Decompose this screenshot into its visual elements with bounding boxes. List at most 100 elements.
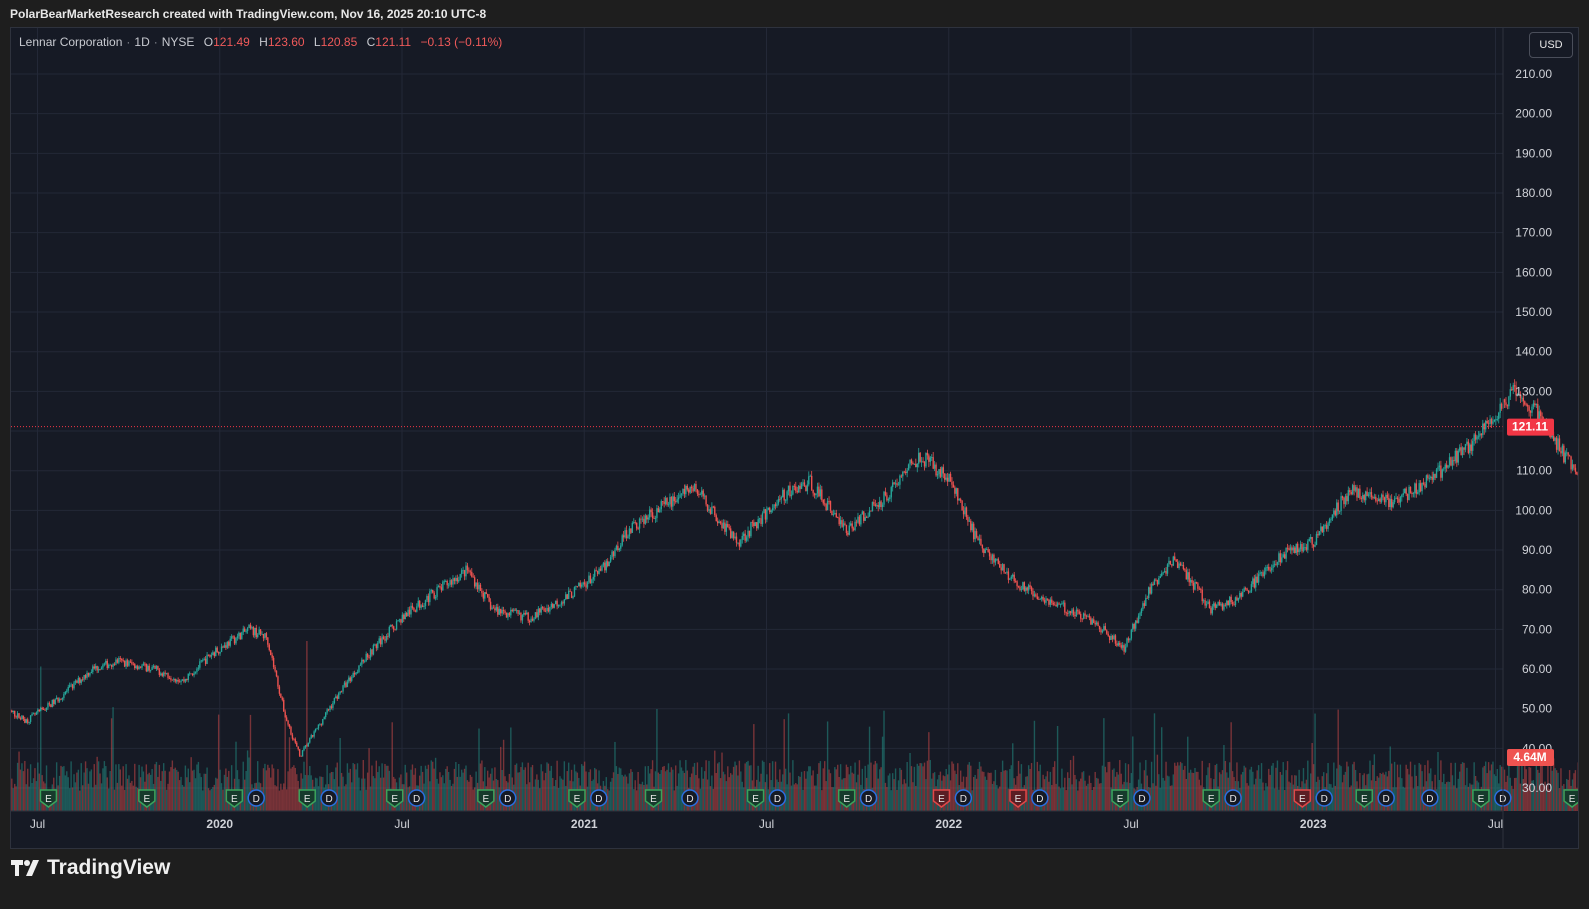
price-chart[interactable]: EEEDEDEDEDEDEDEDEDEDEDEDEDEDEDDEDEDEDEDE… — [11, 28, 1578, 848]
volume-bar — [737, 775, 739, 811]
volume-bar — [1198, 779, 1201, 811]
dividend-marker[interactable] — [681, 789, 699, 807]
candle-body — [80, 679, 82, 683]
candle-body — [1541, 416, 1543, 419]
candle-body — [1201, 589, 1203, 602]
dividend-marker[interactable] — [320, 789, 338, 807]
candle-body — [382, 636, 385, 640]
candle-body — [45, 707, 48, 711]
candle-body — [1048, 599, 1050, 605]
candle-body — [683, 488, 686, 495]
dividend-marker[interactable] — [498, 789, 517, 807]
volume-bar — [971, 790, 973, 811]
volume-bar — [1538, 772, 1540, 811]
dividend-marker[interactable] — [590, 789, 608, 807]
volume-bar — [497, 780, 499, 811]
candle-body — [731, 531, 733, 538]
candle-body — [932, 457, 934, 469]
candle-body — [1114, 635, 1117, 644]
earnings-marker[interactable] — [225, 789, 244, 808]
volume-bar — [745, 761, 748, 811]
candle-body — [1078, 611, 1080, 614]
candle-body — [702, 490, 704, 497]
candle-body — [322, 719, 324, 725]
candle-body — [1158, 578, 1160, 585]
chart-panel[interactable]: EEEDEDEDEDEDEDEDEDEDEDEDEDEDEDDEDEDEDEDE… — [10, 27, 1579, 849]
candle-body — [815, 493, 817, 496]
volume-bar — [1337, 709, 1339, 811]
volume-bar — [701, 767, 703, 811]
candle-body — [1325, 525, 1328, 529]
candle-body — [1169, 560, 1172, 565]
candle-body — [32, 713, 35, 715]
candle-body — [1192, 582, 1195, 590]
volume-bar — [1279, 772, 1282, 811]
earnings-marker[interactable] — [298, 789, 316, 808]
volume-bar — [336, 762, 338, 811]
candle-body — [1210, 607, 1212, 614]
candle-body — [1252, 578, 1254, 585]
dividend-marker[interactable] — [247, 789, 265, 807]
earnings-marker[interactable] — [477, 789, 495, 808]
dividend-marker[interactable] — [768, 789, 787, 807]
candle-body — [1344, 496, 1347, 505]
volume-bar — [70, 761, 72, 811]
candle-body — [216, 647, 218, 653]
volume-bar — [429, 781, 431, 811]
volume-bar — [708, 760, 710, 811]
earnings-marker[interactable] — [932, 789, 951, 808]
earnings-marker[interactable] — [138, 789, 156, 808]
dividend-marker[interactable] — [859, 789, 878, 807]
volume-bar — [916, 763, 918, 811]
volume-bar — [669, 772, 671, 811]
candle-body — [578, 582, 580, 587]
earnings-marker[interactable] — [644, 789, 663, 808]
candle-body — [447, 584, 450, 586]
candle-body — [638, 518, 641, 529]
candle-body — [896, 483, 898, 486]
candle-body — [1014, 581, 1017, 582]
volume-bar — [1163, 780, 1166, 811]
candle-body — [388, 626, 391, 637]
volume-bar — [520, 767, 522, 811]
volume-bar — [1150, 761, 1153, 811]
candle-body — [366, 653, 369, 658]
earnings-marker[interactable] — [837, 789, 856, 808]
candle-body — [1409, 486, 1412, 493]
earnings-marker[interactable] — [746, 789, 765, 808]
volume-bar — [675, 765, 677, 811]
candle-body — [829, 501, 832, 511]
candle-body — [609, 557, 612, 562]
candle-body — [1224, 604, 1227, 606]
candle-body — [748, 530, 751, 537]
volume-bar — [729, 773, 732, 811]
candle-body — [1204, 600, 1206, 606]
candle-body — [206, 654, 208, 664]
candle-body — [1323, 525, 1325, 533]
candle-body — [285, 717, 288, 721]
earnings-marker[interactable] — [39, 789, 58, 808]
candle-body — [1421, 482, 1423, 492]
candle-body — [213, 652, 216, 657]
volume-bar — [1059, 788, 1062, 811]
candle-body — [93, 666, 95, 669]
candle-body — [249, 624, 252, 629]
candle-body — [1412, 493, 1415, 495]
earnings-marker[interactable] — [568, 789, 586, 808]
volume-bar — [84, 761, 87, 811]
volume-bar — [816, 773, 819, 811]
candle-body — [29, 715, 32, 722]
candle-body — [436, 587, 438, 597]
dividend-marker[interactable] — [407, 789, 426, 807]
volume-bar — [475, 771, 477, 811]
candle-body — [1217, 601, 1219, 605]
candle-body — [368, 657, 370, 659]
candle-body — [771, 508, 774, 511]
candle-body — [193, 672, 195, 676]
earnings-marker[interactable] — [385, 789, 404, 808]
volume-bar — [369, 786, 372, 811]
candle-body — [1001, 564, 1004, 571]
volume-bar — [494, 767, 496, 811]
volume-bar — [280, 783, 282, 811]
candle-body — [1101, 630, 1104, 633]
